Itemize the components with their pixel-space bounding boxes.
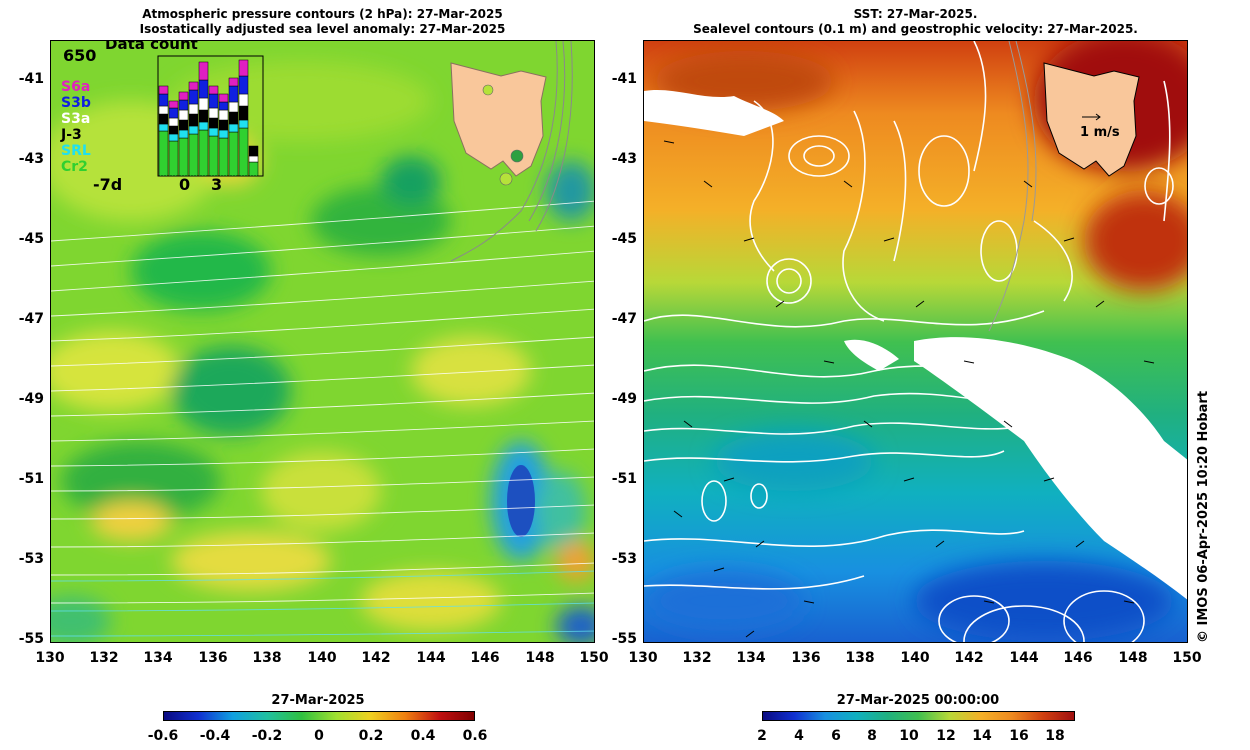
data-count-title: Data count (105, 40, 198, 53)
sea-level-colorbar (163, 711, 475, 721)
right-xtick: 134 (736, 650, 766, 666)
right-cbar-tick: 2 (757, 728, 767, 744)
legend-j3: J-3 (61, 127, 82, 143)
left-ytick: -45 (18, 231, 44, 247)
right-ytick: -55 (611, 631, 637, 647)
right-cbar-tick: 4 (794, 728, 804, 744)
right-cbar-tick: 14 (972, 728, 992, 744)
right-ytick: -47 (611, 311, 637, 327)
data-count-ymax: 650 (63, 46, 97, 65)
left-xtick: 146 (470, 650, 500, 666)
data-count-inset (157, 55, 264, 177)
left-title-line1: Atmospheric pressure contours (2 hPa): 2… (142, 7, 503, 21)
legend-cr2: Cr2 (61, 159, 88, 175)
right-ytick: -45 (611, 231, 637, 247)
left-xtick: 134 (143, 650, 173, 666)
right-xtick: 144 (1009, 650, 1039, 666)
sea-level-anomaly-map: Data count 650 S6a S3b S3a J-3 SRL Cr2 -… (50, 40, 595, 643)
right-title-line1: SST: 27-Mar-2025. (853, 7, 978, 21)
left-xtick: 132 (89, 650, 119, 666)
left-title: Atmospheric pressure contours (2 hPa): 2… (50, 7, 595, 37)
right-ytick: -41 (611, 71, 637, 87)
right-cbar-tick: 16 (1009, 728, 1029, 744)
right-cbar-tick: 10 (899, 728, 919, 744)
credit-text: © IMOS 06-Apr-2025 10:20 Hobart (1196, 390, 1211, 643)
right-ytick: -43 (611, 151, 637, 167)
velocity-scale-label: 1 m/s (1080, 125, 1120, 140)
right-xtick: 148 (1118, 650, 1148, 666)
left-ytick: -47 (18, 311, 44, 327)
right-ytick: -51 (611, 471, 637, 487)
right-cbar-tick: 8 (867, 728, 877, 744)
right-xtick: 142 (954, 650, 984, 666)
right-xtick: 140 (900, 650, 930, 666)
left-cbar-tick: 0.4 (410, 728, 436, 744)
left-ytick: -55 (18, 631, 44, 647)
right-title: SST: 27-Mar-2025. Sealevel contours (0.1… (643, 7, 1188, 37)
left-xtick: 138 (252, 650, 282, 666)
right-ytick: -53 (611, 551, 637, 567)
left-ytick: -43 (18, 151, 44, 167)
right-ytick: -49 (611, 391, 637, 407)
left-cbar-tick: 0.2 (358, 728, 384, 744)
left-xtick: 144 (416, 650, 446, 666)
right-xtick: 132 (682, 650, 712, 666)
inset-xtick-zero: 0 (179, 175, 191, 194)
left-xtick: 150 (579, 650, 609, 666)
right-xtick: 138 (845, 650, 875, 666)
right-xtick: 130 (628, 650, 658, 666)
left-cbar-tick: -0.4 (199, 728, 231, 744)
left-colorbar-title: 27-Mar-2025 (271, 693, 365, 708)
inset-xtick-start: -7d (93, 175, 123, 194)
sst-field (644, 41, 1187, 642)
legend-s6a: S6a (61, 79, 91, 95)
legend-s3b: S3b (61, 95, 91, 111)
left-ytick: -51 (18, 471, 44, 487)
left-xtick: 148 (525, 650, 555, 666)
right-cbar-tick: 12 (936, 728, 956, 744)
inset-xtick-end: 3 (211, 175, 223, 194)
sst-map: 1 m/s (643, 40, 1188, 643)
left-xtick: 136 (198, 650, 228, 666)
left-ytick: -49 (18, 391, 44, 407)
left-cbar-tick: 0 (314, 728, 324, 744)
right-cbar-tick: 18 (1045, 728, 1065, 744)
left-xtick: 130 (35, 650, 65, 666)
right-xtick: 136 (791, 650, 821, 666)
legend-s3a: S3a (61, 111, 91, 127)
right-colorbar-title: 27-Mar-2025 00:00:00 (836, 693, 1000, 708)
left-ytick: -41 (18, 71, 44, 87)
right-xtick: 146 (1063, 650, 1093, 666)
legend-srl: SRL (61, 143, 91, 159)
right-cbar-tick: 6 (831, 728, 841, 744)
left-cbar-tick: -0.2 (251, 728, 283, 744)
left-title-line2: Isostatically adjusted sea level anomaly… (139, 22, 506, 36)
left-ytick: -53 (18, 551, 44, 567)
right-title-line2: Sealevel contours (0.1 m) and geostrophi… (693, 22, 1138, 36)
sst-colorbar (762, 711, 1075, 721)
left-cbar-tick: -0.6 (147, 728, 179, 744)
right-xtick: 150 (1172, 650, 1202, 666)
left-xtick: 140 (307, 650, 337, 666)
left-xtick: 142 (361, 650, 391, 666)
left-cbar-tick: 0.6 (462, 728, 488, 744)
